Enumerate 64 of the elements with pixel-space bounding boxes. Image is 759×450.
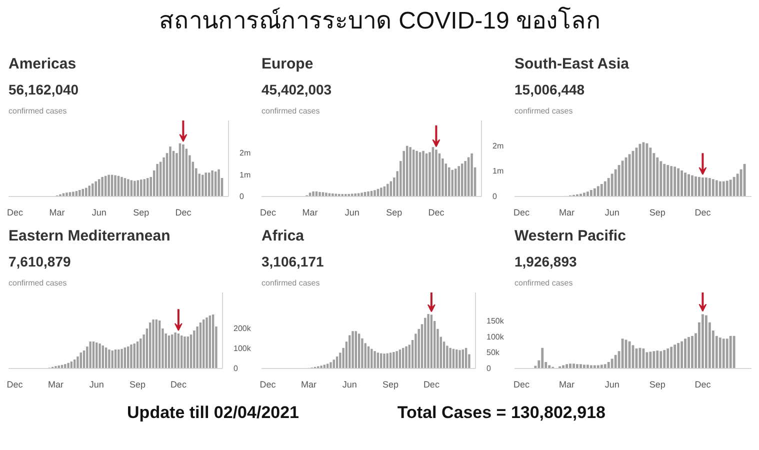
x-tick-label: Dec — [513, 380, 530, 390]
x-tick-label: Dec — [513, 208, 530, 218]
x-tick-label: Dec — [694, 208, 712, 218]
x-tick-label: Dec — [260, 380, 276, 390]
x-tick-label: Dec — [6, 380, 24, 390]
chart-subtitle: 7,610,879 — [8, 254, 71, 270]
x-tick-label: Sep — [649, 380, 666, 390]
text: confirmed cases — [514, 278, 573, 288]
y-tick-label: 0 — [234, 364, 238, 373]
x-tick-label: Sep — [130, 380, 146, 390]
x-tick-label: Mar — [300, 380, 316, 390]
x-tick-label: Sep — [133, 208, 150, 218]
x-tick-label: Jun — [604, 380, 620, 390]
chart-subtitle: 56,162,040 — [8, 82, 79, 98]
text: Update till 02/04/2021 — [127, 403, 300, 422]
chart-subtitle: 1,926,893 — [514, 254, 577, 270]
chart-title: Africa — [262, 228, 305, 244]
x-tick-label: Dec — [428, 208, 445, 218]
x-tick-label: Jun — [92, 208, 106, 218]
text: confirmed cases — [262, 278, 320, 288]
x-tick-label: Jun — [344, 208, 360, 218]
y-tick-label: 0 — [486, 364, 492, 373]
x-tick-label: Sep — [649, 208, 666, 218]
x-tick-label: Dec — [694, 380, 712, 390]
x-tick-label: Dec — [6, 208, 24, 218]
x-tick-label: Sep — [386, 208, 402, 218]
y-tick-label: 2m — [492, 141, 504, 150]
text: Total Cases = 130,802,918 — [397, 403, 606, 422]
x-tick-label: Dec — [175, 208, 192, 218]
x-tick-label: Mar — [559, 208, 575, 218]
y-tick-label: 100k — [234, 344, 252, 353]
y-tick-label: 1m — [492, 166, 504, 176]
text: confirmed cases — [514, 106, 573, 116]
x-tick-label: Dec — [260, 208, 276, 218]
x-tick-label: Mar — [559, 380, 575, 390]
text: confirmed cases — [8, 278, 67, 288]
y-tick-label: 150k — [486, 316, 505, 326]
chart-title: South-East Asia — [514, 56, 630, 72]
chart-title: Europe — [262, 56, 314, 72]
chart-subtitle: 3,106,171 — [262, 254, 324, 270]
chart-title: Western Pacific — [514, 228, 626, 244]
text: สถานการณ์การระบาด COVID-19 ของโลก — [158, 6, 602, 34]
x-tick-label: Jun — [604, 208, 620, 218]
chart-title: Americas — [8, 56, 76, 72]
x-tick-label: Mar — [48, 380, 64, 390]
y-tick-label: 1m — [240, 170, 251, 180]
y-tick-label: 100k — [486, 332, 505, 342]
y-tick-label: 50k — [486, 348, 500, 358]
y-tick-label: 0 — [492, 192, 498, 201]
chart-subtitle: 45,402,003 — [262, 82, 332, 98]
y-tick-label: 200k — [234, 324, 252, 333]
text: confirmed cases — [8, 106, 67, 116]
chart-subtitle: 15,006,448 — [514, 82, 585, 98]
x-tick-label: Dec — [423, 380, 440, 390]
y-tick-label: 0 — [240, 192, 244, 201]
x-tick-label: Jun — [342, 380, 357, 390]
x-tick-label: Jun — [89, 380, 104, 390]
x-tick-label: Mar — [302, 208, 318, 218]
y-tick-label: 2m — [240, 148, 251, 158]
x-tick-label: Dec — [170, 380, 187, 390]
chart-title: Eastern Mediterranean — [8, 228, 170, 244]
x-tick-label: Mar — [49, 208, 65, 218]
x-tick-label: Sep — [382, 380, 399, 390]
text: confirmed cases — [262, 106, 320, 116]
